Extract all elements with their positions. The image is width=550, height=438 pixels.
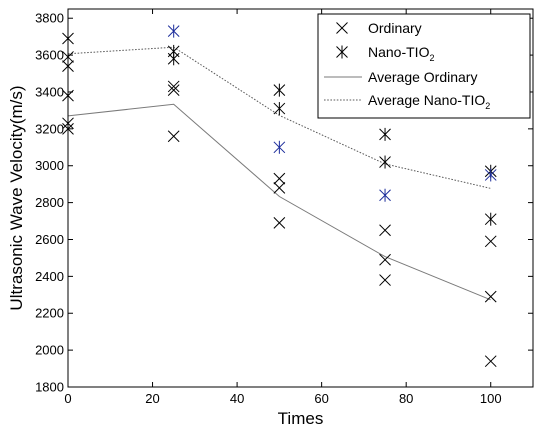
series-line-average-ordinary [67,103,491,301]
x-tick-label: 40 [230,391,244,406]
data-point-ordinary [484,290,497,303]
data-point-nano [379,155,391,169]
y-tick-label: 2200 [35,306,64,321]
x-tick-label: 100 [480,391,502,406]
y-tick-label: 2000 [35,343,64,358]
plot-frame [67,8,534,388]
x-tick-label: 60 [314,391,328,406]
data-point-nano [379,188,391,202]
x-tick-label: 80 [399,391,413,406]
data-point-ordinary [273,182,286,194]
data-point-nano [379,127,391,141]
legend-marker-nano [336,45,348,59]
series-line-average-nano [67,46,491,189]
y-tick-label: 3800 [35,11,64,26]
legend-label: Average Nano-TIO2 [368,92,490,111]
legend-marker-ordinary [336,22,348,34]
data-point-nano [273,140,286,154]
axes: 0 20 40 60 80 100 1800 2000 2200 2400 2600 2800 3000… [7,8,534,428]
data-point-ordinary [273,217,286,229]
data-point-ordinary [273,172,286,185]
x-axis-title: Times [278,409,324,428]
data-point-ordinary [167,84,180,96]
data-point-ordinary [484,235,497,248]
y-tick-label: 2400 [35,269,64,284]
data-point-ordinary [379,274,391,286]
data-point-nano [273,102,286,116]
legend-label: Average Ordinary [368,69,477,85]
y-tick-label: 2600 [35,232,64,247]
y-axis-title: Ultrasonic Wave Velocity(m/s) [7,85,26,310]
y-tick-label: 3600 [35,48,64,63]
y-tick-label: 3000 [35,158,64,173]
y-tick-label: 1800 [35,380,64,395]
data-point-ordinary [379,253,391,266]
data-point-ordinary [379,224,391,237]
data-point-ordinary [167,80,180,93]
x-tick-label: 0 [64,391,71,406]
legend-box [317,13,531,119]
y-tick-label: 2800 [35,195,64,210]
data-point-nano [167,24,180,38]
data-point-ordinary [484,355,497,368]
data-point-nano [484,168,497,182]
legend: Ordinary Nano-TIO2 Average Ordinary Average… [317,13,531,119]
y-tick-label: 3200 [35,121,64,136]
data-point-nano [273,83,286,97]
data-point-nano [484,212,497,226]
data-point-nano [167,52,180,66]
plot-area [62,24,497,368]
legend-label: Ordinary [368,20,422,36]
y-tick-label: 3400 [35,84,64,99]
x-tick-label: 20 [145,391,159,406]
legend-label: Nano-TIO2 [368,44,434,63]
data-point-ordinary [167,130,180,143]
